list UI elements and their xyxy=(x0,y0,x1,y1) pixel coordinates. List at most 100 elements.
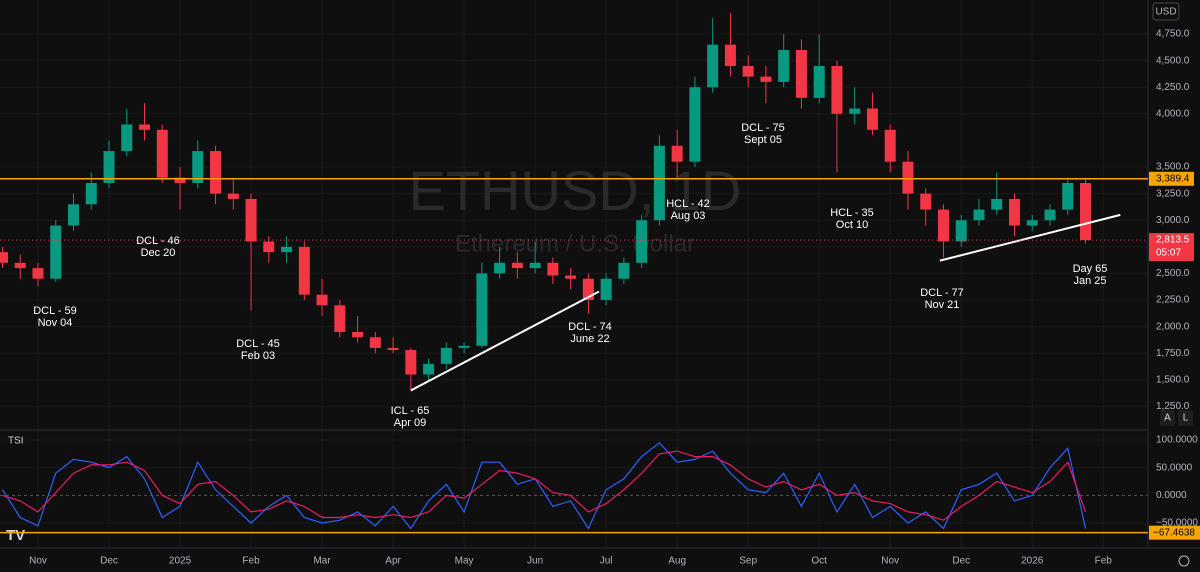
annotation-date: Jan 25 xyxy=(1073,275,1106,287)
candle-body xyxy=(636,220,648,263)
candle-body xyxy=(742,65,754,77)
candle-body xyxy=(245,198,257,242)
candle-body xyxy=(85,182,97,205)
watermark-title: ETHUSD, 1D xyxy=(409,159,742,222)
candle-body xyxy=(298,246,310,295)
price-tag xyxy=(1149,233,1194,262)
tsi-level-label: −67.4638 xyxy=(1153,527,1195,538)
x-tick-label: 2025 xyxy=(169,556,192,567)
auto-button[interactable] xyxy=(1160,410,1175,426)
candle-body xyxy=(316,294,328,306)
x-tick-label: Oct xyxy=(811,556,827,567)
tsi-tick-label: 100.0000 xyxy=(1156,435,1198,446)
x-tick-label: Dec xyxy=(952,556,970,567)
annotation-text: DCL - 75 xyxy=(741,122,785,134)
annotation-text: HCL - 35 xyxy=(830,207,874,219)
grid xyxy=(0,0,1148,548)
candle-body xyxy=(511,262,523,269)
candle-body xyxy=(174,177,186,183)
y-tick-label: 1,750.0 xyxy=(1156,348,1190,359)
candle-body xyxy=(458,345,470,348)
y-tick-label: 3,250.0 xyxy=(1156,188,1190,199)
currency-box[interactable] xyxy=(1152,2,1180,21)
candle-body xyxy=(760,76,772,82)
candle-body xyxy=(352,331,364,338)
y-tick-label: 4,000.0 xyxy=(1156,108,1190,119)
candle-body xyxy=(405,350,417,375)
logo[interactable]: TV xyxy=(6,527,25,544)
candle-body xyxy=(121,124,133,152)
annotation-date: June 22 xyxy=(570,333,609,345)
candle-body xyxy=(192,151,204,183)
candle-body xyxy=(973,209,985,221)
candle-body xyxy=(902,161,914,194)
y-tick-label: 3,500.0 xyxy=(1156,162,1190,173)
candle-body xyxy=(671,145,683,162)
candle-body xyxy=(1062,182,1074,210)
y-tick-label: 2,250.0 xyxy=(1156,295,1190,306)
candle-body xyxy=(227,193,239,199)
trendline xyxy=(939,213,1121,262)
tsi-tick-label: 50.0000 xyxy=(1156,462,1193,473)
y-tick-label: 2,000.0 xyxy=(1156,321,1190,332)
y-tick-label: 1,500.0 xyxy=(1156,374,1190,385)
log-button[interactable] xyxy=(1178,410,1193,426)
annotation-date: Feb 03 xyxy=(241,350,275,362)
annotation-text: DCL - 45 xyxy=(236,338,280,350)
candle-body xyxy=(937,209,949,242)
price-label: 2,813.5 xyxy=(1156,235,1190,246)
annotation-date: Nov 21 xyxy=(925,299,960,311)
log-button-label[interactable]: L xyxy=(1183,413,1189,424)
x-tick-label: Mar xyxy=(313,556,331,567)
candle-body xyxy=(884,129,896,162)
candle-body xyxy=(1044,209,1056,221)
candle-body xyxy=(778,50,790,82)
candle-body xyxy=(1026,220,1038,226)
resistance-label: 3,389.4 xyxy=(1156,173,1190,184)
settings-icon[interactable] xyxy=(1178,555,1190,567)
candle-body xyxy=(0,252,8,263)
candle-body xyxy=(920,193,932,210)
countdown: 05:07 xyxy=(1156,248,1181,259)
tsi-tick-label: −50.0000 xyxy=(1156,518,1198,529)
candle-body xyxy=(529,262,541,269)
candle-body xyxy=(795,50,807,98)
currency[interactable]: USD xyxy=(1155,7,1176,18)
annotation-text: DCL - 59 xyxy=(33,305,77,317)
candle-body xyxy=(494,262,506,274)
tsi-line xyxy=(1,441,1087,530)
candle-body xyxy=(813,65,825,98)
candle-body xyxy=(281,246,293,253)
candle-body xyxy=(849,108,861,114)
x-tick-label: 2026 xyxy=(1021,556,1044,567)
x-tick-label: Apr xyxy=(385,556,401,567)
candle-body xyxy=(831,65,843,114)
x-tick-label: Feb xyxy=(1095,556,1113,567)
y-tick-label: 4,250.0 xyxy=(1156,82,1190,93)
annotation-text: HCL - 42 xyxy=(666,198,710,210)
candle-body xyxy=(955,220,967,242)
candle-body xyxy=(14,262,26,269)
candle-body xyxy=(600,278,612,301)
x-tick-label: Jul xyxy=(600,556,613,567)
candle-body xyxy=(139,124,151,130)
tsi-tick-label: 0.0000 xyxy=(1156,490,1187,501)
candle-body xyxy=(618,262,630,279)
watermark-subtitle: Ethereum / U.S. Dollar xyxy=(455,230,695,257)
candle-body xyxy=(565,275,577,279)
candle-body xyxy=(547,262,559,276)
candle-body xyxy=(440,347,452,364)
candle-body xyxy=(210,151,222,194)
candle-body xyxy=(50,225,62,279)
annotation-text: DCL - 46 xyxy=(136,235,180,247)
indicator-title: TSI xyxy=(8,436,24,447)
y-tick-label: 4,500.0 xyxy=(1156,55,1190,66)
candle-body xyxy=(263,241,275,253)
annotation-date: Oct 10 xyxy=(836,219,868,231)
auto-button-label[interactable]: A xyxy=(1164,413,1171,424)
annotation-date: Aug 03 xyxy=(671,210,706,222)
candle-body xyxy=(68,204,80,226)
